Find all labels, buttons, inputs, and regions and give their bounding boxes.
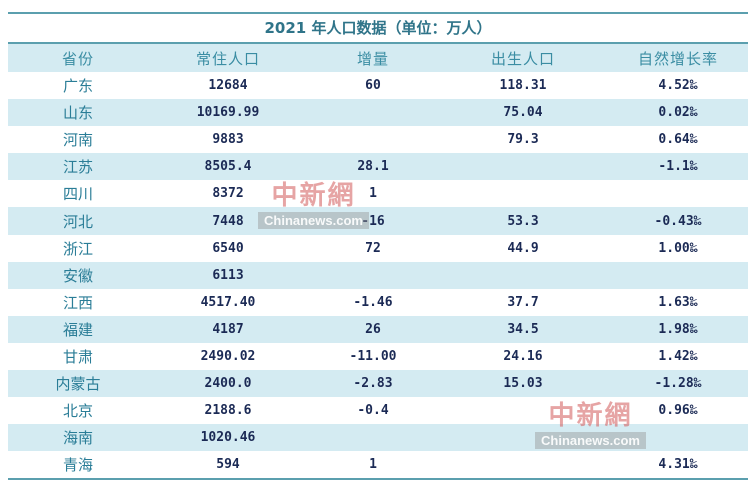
- value-cell: 79.3: [507, 132, 539, 148]
- value-cell: 118.31: [499, 78, 547, 94]
- column-header: 省份: [61, 49, 94, 68]
- value-cell: 1020.46: [200, 430, 256, 446]
- value-cell: 1.42‰: [658, 348, 698, 364]
- province-cell: 青海: [62, 456, 93, 475]
- province-cell: 江西: [62, 293, 93, 312]
- table-row: 北京 2188.6 -0.4 0.96‰: [8, 397, 748, 424]
- value-cell: 75.04: [503, 105, 543, 121]
- value-cell: -0.43‰: [654, 213, 702, 229]
- value-cell: 0.02‰: [658, 105, 698, 121]
- column-header: 增量: [356, 49, 389, 68]
- table-row: 福建 4187 26 34.5 1.98‰: [8, 315, 748, 343]
- table-row: 浙江 6540 72 44.9 1.00‰: [8, 235, 748, 262]
- value-cell: -1.28‰: [654, 376, 702, 392]
- province-cell: 福建: [62, 320, 93, 339]
- value-cell: -0.4: [357, 403, 389, 419]
- province-cell: 甘肃: [62, 347, 93, 366]
- value-cell: 24.16: [503, 348, 543, 364]
- value-cell: 8505.4: [204, 159, 252, 175]
- value-cell: 44.9: [507, 240, 539, 256]
- value-cell: 1: [369, 186, 377, 202]
- value-cell: 60: [365, 78, 381, 94]
- value-cell: 1.00‰: [658, 240, 698, 256]
- value-cell: 9883: [212, 132, 244, 148]
- value-cell: 53.3: [507, 213, 539, 229]
- province-cell: 广东: [62, 77, 93, 96]
- table-row: 海南 1020.46: [8, 424, 748, 452]
- value-cell: 1.98‰: [658, 321, 698, 337]
- column-header: 出生人口: [490, 49, 555, 68]
- value-cell: 8372: [212, 186, 244, 202]
- value-cell: -2.83: [353, 376, 393, 392]
- value-cell: -16: [361, 213, 385, 229]
- value-cell: 1: [369, 457, 377, 473]
- value-cell: 10169.99: [196, 105, 260, 121]
- table-row: 江苏 8505.4 28.1 -1.1‰: [8, 153, 748, 181]
- value-cell: 37.7: [507, 294, 539, 310]
- value-cell: 2490.02: [200, 348, 256, 364]
- value-cell: 6113: [212, 267, 244, 283]
- column-header: 自然增长率: [637, 49, 718, 68]
- table-row: 青海 594 1 4.31‰: [8, 451, 748, 478]
- table-title: 2021 年人口数据（单位：万人）: [8, 14, 748, 44]
- value-cell: 1.63‰: [658, 294, 698, 310]
- province-cell: 河北: [62, 212, 93, 231]
- value-cell: 6540: [212, 240, 244, 256]
- province-cell: 内蒙古: [55, 375, 101, 394]
- table-row: 江西 4517.40 -1.46 37.7 1.63‰: [8, 289, 748, 316]
- table-row: 安徽 6113: [8, 261, 748, 289]
- table-row: 四川 8372 1: [8, 180, 748, 207]
- value-cell: 4517.40: [200, 294, 256, 310]
- value-cell: -1.1‰: [658, 159, 698, 175]
- value-cell: 594: [216, 457, 240, 473]
- value-cell: 0.64‰: [658, 132, 698, 148]
- province-cell: 山东: [62, 104, 93, 123]
- table-row: 甘肃 2490.02 -11.00 24.16 1.42‰: [8, 343, 748, 370]
- province-cell: 安徽: [62, 266, 93, 285]
- value-cell: 12684: [208, 78, 248, 94]
- value-cell: 4187: [212, 321, 244, 337]
- value-cell: 2188.6: [204, 403, 252, 419]
- value-cell: 26: [365, 321, 381, 337]
- value-cell: 34.5: [507, 321, 539, 337]
- table-row: 河北 7448 -16 53.3 -0.43‰: [8, 207, 748, 235]
- province-cell: 海南: [62, 429, 93, 448]
- value-cell: 7448: [212, 213, 244, 229]
- value-cell: 4.52‰: [658, 78, 698, 94]
- value-cell: -11.00: [349, 348, 397, 364]
- value-cell: 2400.0: [204, 376, 252, 392]
- value-cell: 72: [365, 240, 381, 256]
- province-cell: 四川: [62, 185, 93, 204]
- province-cell: 河南: [62, 131, 93, 150]
- table-row: 内蒙古 2400.0 -2.83 15.03 -1.28‰: [8, 370, 748, 398]
- province-cell: 江苏: [62, 158, 93, 177]
- table-row: 河南 9883 79.3 0.64‰: [8, 126, 748, 153]
- column-header: 常住人口: [195, 49, 260, 68]
- province-cell: 北京: [62, 402, 93, 421]
- population-table: 2021 年人口数据（单位：万人） 省份 常住人口 增量 出生人口 自然增长率 广东 12…: [8, 12, 748, 481]
- value-cell: -1.46: [353, 294, 393, 310]
- value-cell: 15.03: [503, 376, 543, 392]
- value-cell: 28.1: [357, 159, 389, 175]
- value-cell: 0.96‰: [658, 403, 698, 419]
- header-row: 省份 常住人口 增量 出生人口 自然增长率: [8, 44, 748, 72]
- table-row: 广东 12684 60 118.31 4.52‰: [8, 72, 748, 99]
- table-row: 山东 10169.99 75.04 0.02‰: [8, 99, 748, 127]
- province-cell: 浙江: [62, 239, 93, 258]
- value-cell: 4.31‰: [658, 457, 698, 473]
